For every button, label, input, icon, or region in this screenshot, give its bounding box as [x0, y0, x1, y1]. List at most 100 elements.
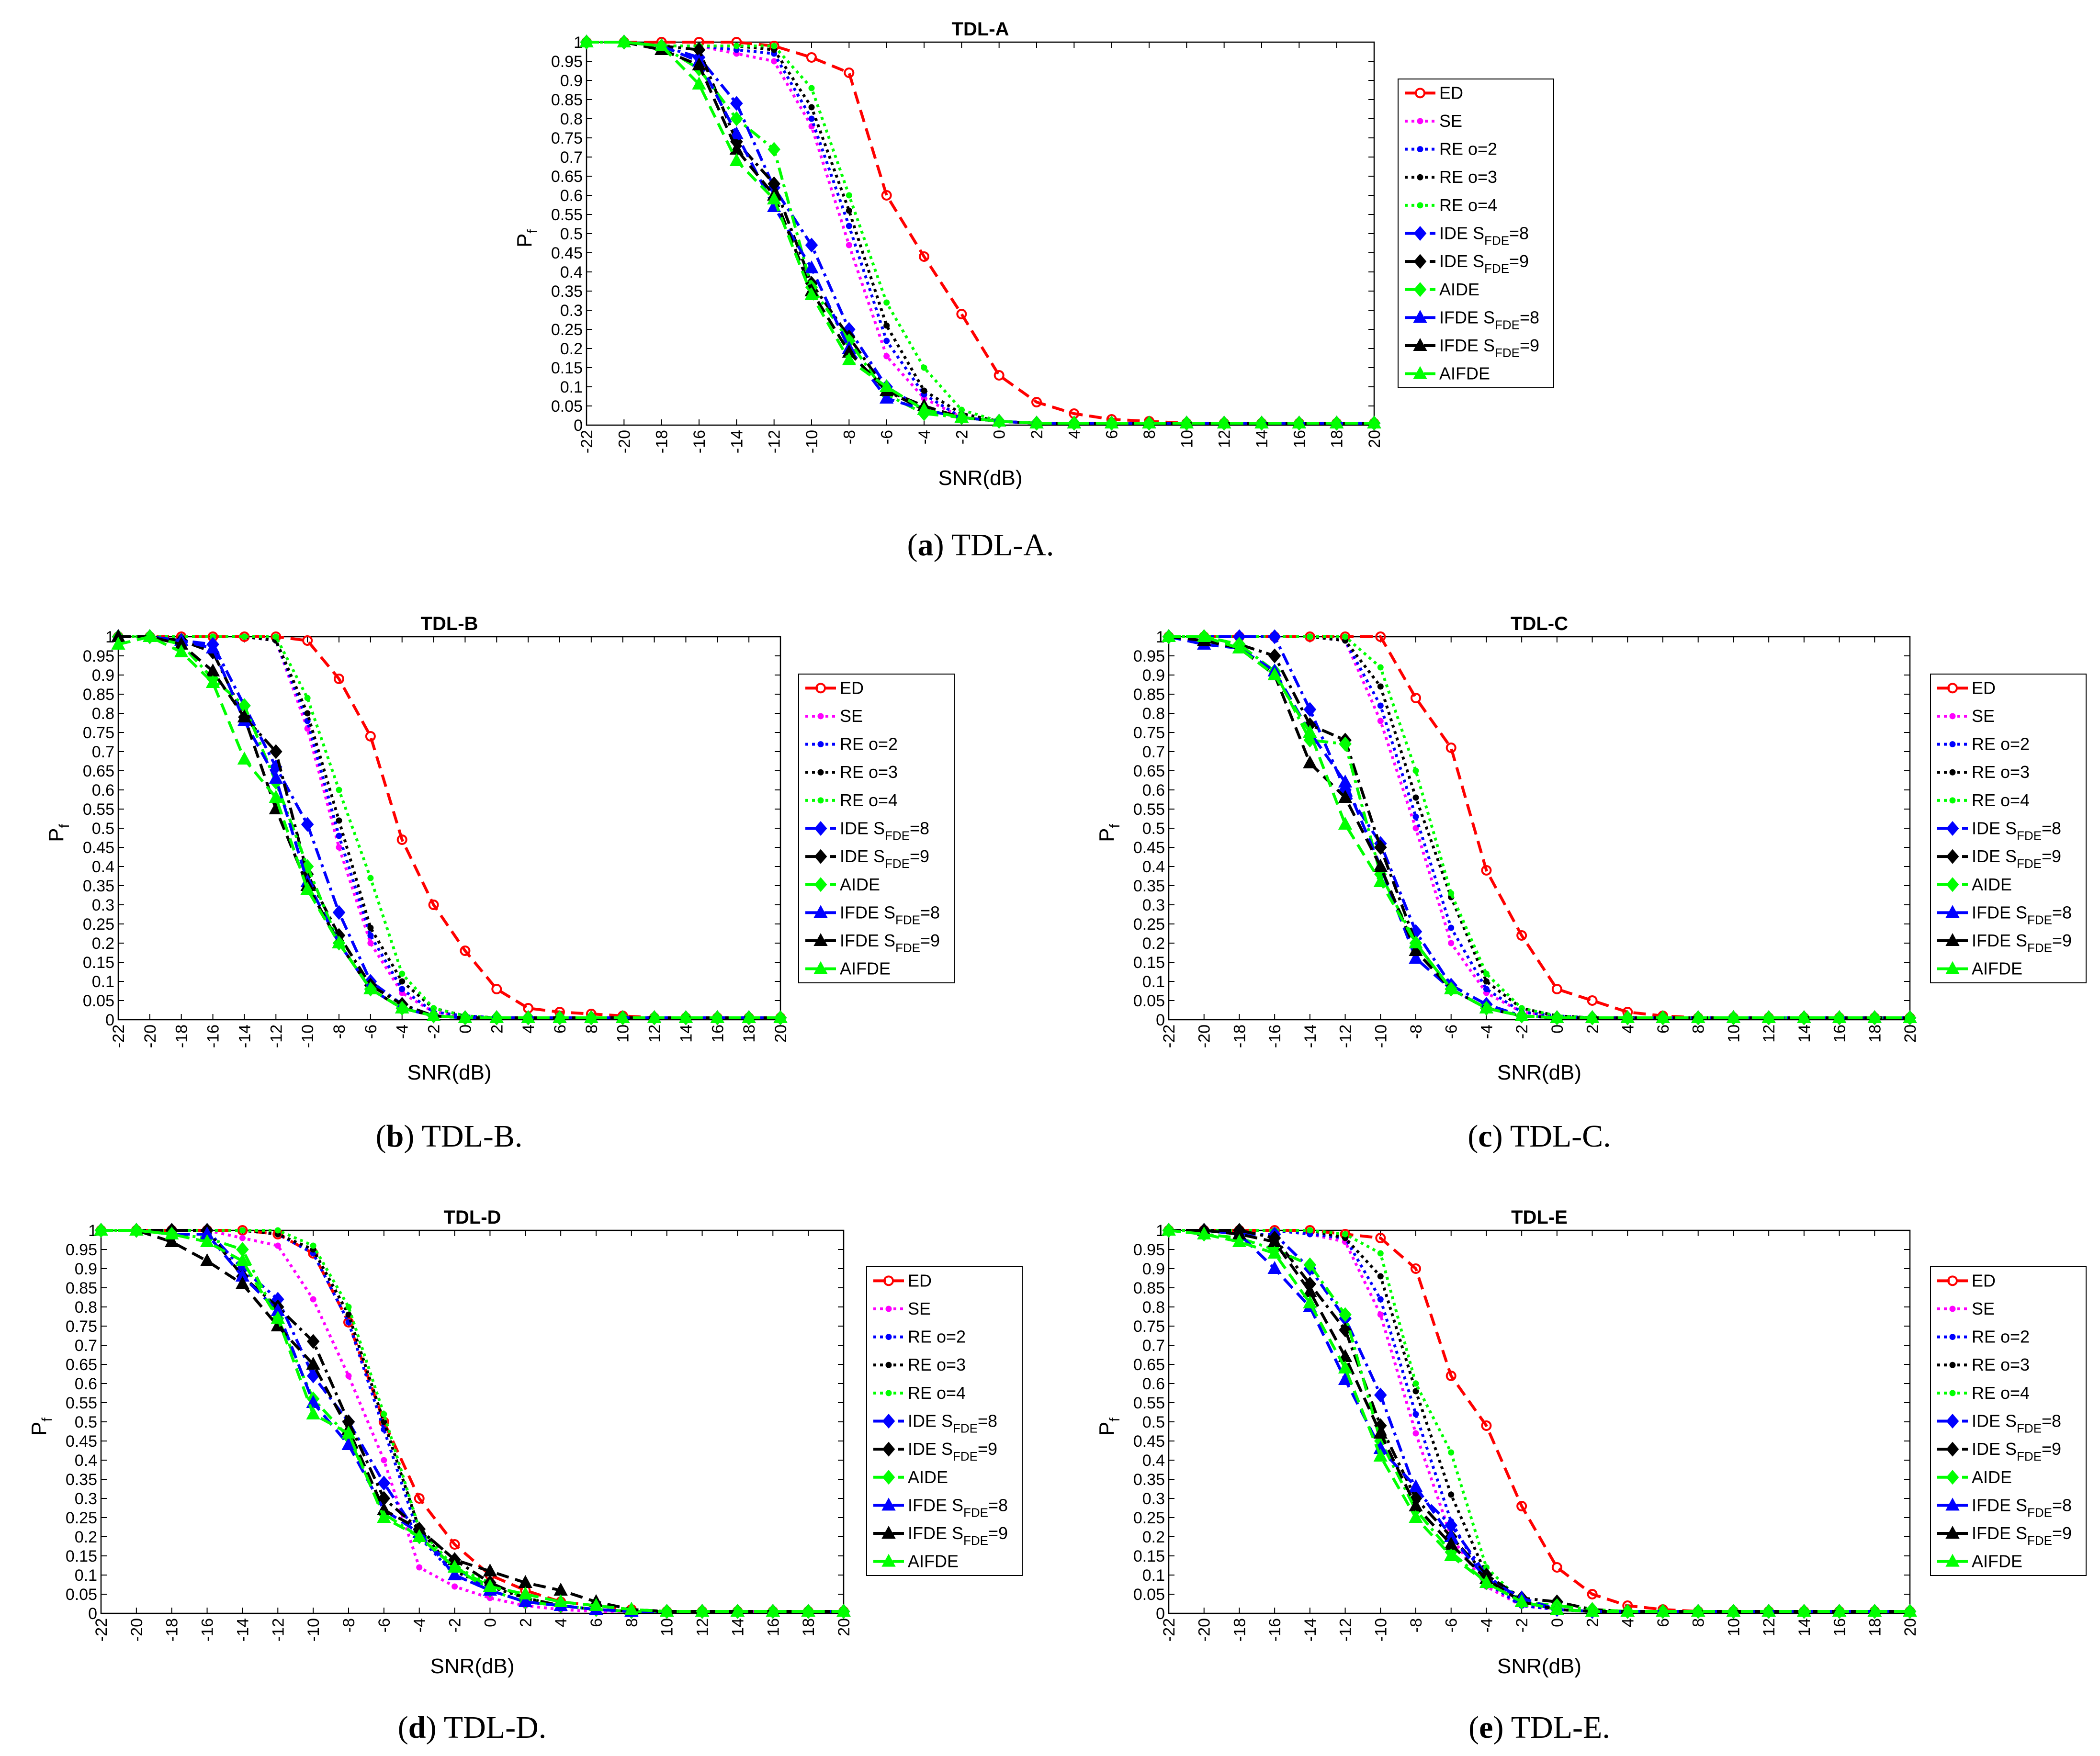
legend-label: RE o=3 — [1972, 1355, 2030, 1374]
data-point — [1374, 840, 1387, 855]
legend-label-main: AIDE — [1972, 875, 2012, 894]
y-tick-label: 0.05 — [1133, 1586, 1165, 1604]
data-point — [1481, 1420, 1492, 1431]
data-point — [553, 1010, 567, 1023]
caption-close: ) — [934, 528, 944, 563]
x-tick-label: -10 — [803, 430, 821, 453]
data-point — [1197, 629, 1211, 642]
y-axis-label: Pf — [1095, 823, 1123, 842]
legend-label-main: AIFDE — [840, 959, 891, 979]
legend-label: IFDE SFDE=9 — [1972, 931, 2072, 955]
caption-text: TDL-D. — [436, 1710, 546, 1745]
data-point — [345, 1304, 352, 1310]
legend-label-main: RE o=3 — [1439, 167, 1497, 187]
x-tick-label: 6 — [551, 1024, 569, 1034]
x-tick-label: 6 — [1103, 430, 1121, 439]
x-tick-label: -16 — [690, 430, 709, 453]
y-tick-label: 0.6 — [75, 1375, 97, 1393]
y-tick-label: 0.65 — [1133, 762, 1165, 780]
legend-marker — [817, 797, 824, 804]
data-point — [1342, 1231, 1349, 1238]
legend-label: IFDE SFDE=9 — [840, 931, 940, 955]
y-axis-label: Pf — [45, 823, 72, 842]
data-point — [883, 353, 890, 360]
data-point — [447, 1559, 462, 1573]
y-tick-label: 0.95 — [83, 647, 114, 665]
data-point — [1375, 1233, 1386, 1243]
chart-panel-tdl-e: TDL-E00.050.10.150.20.250.30.350.40.450.… — [1095, 1207, 2087, 1745]
data-point — [1514, 1594, 1529, 1607]
y-tick-label: 0.35 — [66, 1471, 97, 1489]
legend-label: IFDE SFDE=8 — [1972, 1495, 2072, 1520]
data-point — [1448, 890, 1455, 897]
legend-label-main: SE — [1972, 1299, 1995, 1318]
data-point — [766, 1603, 780, 1617]
data-point — [553, 1594, 568, 1607]
legend-label-sub: FDE — [1484, 261, 1509, 276]
legend-label: AIFDE — [908, 1552, 959, 1571]
legend-label-suffix: =8 — [988, 1495, 1008, 1515]
legend-label-main: IFDE S — [908, 1523, 963, 1543]
data-point — [1761, 1010, 1776, 1023]
data-point — [274, 1242, 281, 1249]
x-tick-label: 8 — [583, 1024, 601, 1034]
x-tick-label: 12 — [1760, 1618, 1778, 1636]
data-point — [1377, 702, 1384, 709]
data-point — [1411, 693, 1421, 703]
legend-label-main: ED — [1439, 83, 1463, 102]
caption-text: TDL-E. — [1503, 1710, 1610, 1745]
data-point — [426, 1008, 441, 1021]
data-point — [767, 191, 781, 204]
data-point — [301, 817, 314, 832]
caption-close: ) — [1492, 1119, 1503, 1154]
legend-label: SE — [1972, 706, 1995, 726]
legend-label-main: RE o=4 — [908, 1383, 966, 1403]
y-tick-label: 0.35 — [551, 282, 583, 301]
legend-label: ED — [1972, 678, 1996, 698]
data-point — [1483, 970, 1490, 977]
data-point — [1445, 743, 1456, 753]
caption-letter: b — [386, 1119, 404, 1154]
y-tick-label: 0.25 — [83, 915, 114, 934]
legend-label-main: RE o=2 — [1972, 1327, 2030, 1347]
legend-label: RE o=3 — [1439, 167, 1497, 187]
data-point — [205, 675, 220, 688]
data-point — [1761, 1603, 1776, 1617]
legend-marker — [882, 1441, 895, 1457]
data-point — [1292, 415, 1307, 428]
data-point — [302, 635, 313, 646]
x-tick-label: 4 — [519, 1024, 538, 1034]
y-tick-label: 0.8 — [92, 705, 114, 723]
data-point — [1412, 825, 1419, 832]
chart-panel-tdl-d: TDL-D00.050.10.150.20.250.30.350.40.450.… — [27, 1207, 1023, 1745]
data-point — [808, 85, 815, 91]
data-point — [1551, 984, 1562, 994]
x-tick-label: -18 — [173, 1024, 191, 1048]
legend-label-sub: FDE — [2017, 829, 2042, 843]
legend-label-suffix: =8 — [2042, 1411, 2061, 1431]
data-point — [399, 986, 406, 992]
series-line — [118, 635, 780, 1019]
data-point — [447, 1567, 462, 1580]
legend-label: AIFDE — [840, 959, 891, 979]
data-point — [165, 1234, 179, 1247]
x-tick-label: 0 — [991, 430, 1009, 439]
series-line — [1168, 1229, 1910, 1613]
legend-label: IDE SFDE=9 — [1439, 251, 1529, 276]
y-tick-label: 0.45 — [551, 244, 583, 262]
data-point — [300, 881, 315, 895]
data-point — [237, 709, 252, 722]
legend-label: RE o=2 — [908, 1327, 966, 1347]
x-tick-label: -10 — [305, 1618, 323, 1642]
legend-marker — [813, 961, 828, 974]
legend-marker — [882, 1470, 895, 1485]
legend-marker — [883, 1275, 894, 1286]
data-point — [239, 1235, 246, 1241]
x-axis-label: SNR(dB) — [407, 1061, 491, 1084]
x-tick-label: -12 — [267, 1024, 285, 1048]
data-point — [808, 115, 815, 122]
legend-label-sub: FDE — [1484, 234, 1509, 248]
legend-label-main: AIFDE — [1972, 1552, 2022, 1571]
series-aifde — [579, 34, 1381, 428]
